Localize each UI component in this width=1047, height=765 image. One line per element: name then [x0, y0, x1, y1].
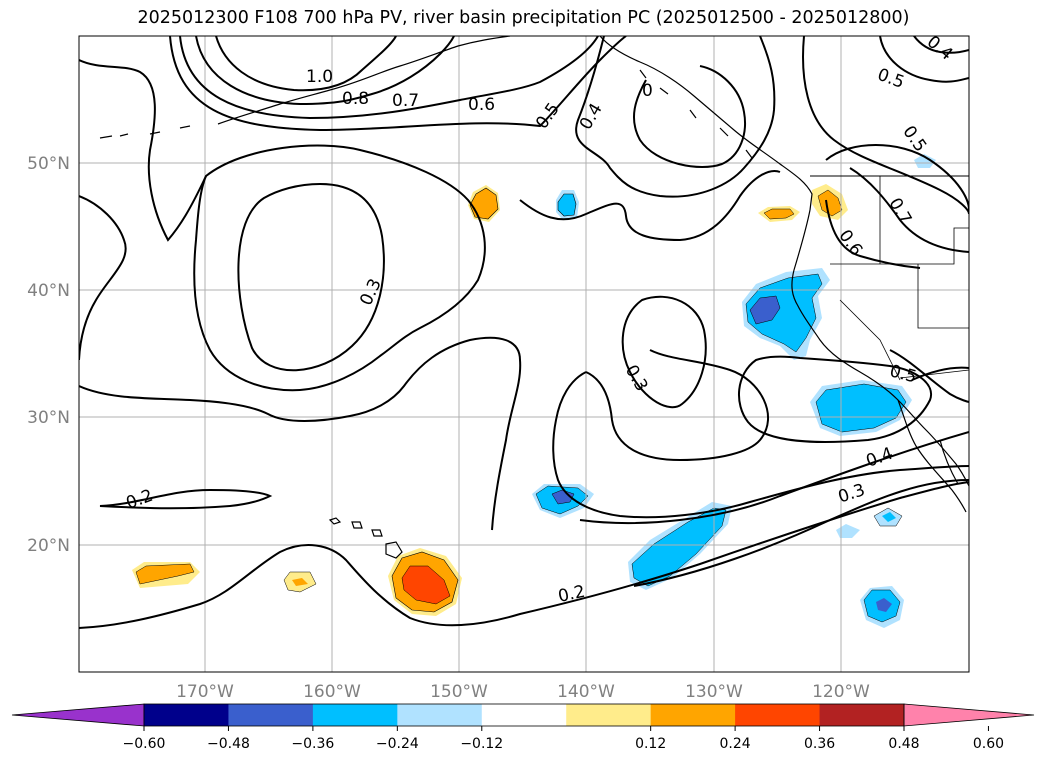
colorbar-tick-labels: −0.60 −0.48 −0.36 −0.24 −0.12 0.12 0.24 0.36 0.4…: [123, 726, 1004, 752]
contour-label: 0.7: [392, 91, 419, 111]
contour-label: 1.0: [306, 67, 333, 87]
lon-tick-labels: 170°W 160°W 150°W 140°W 130°W 120°W: [176, 682, 870, 702]
colorbar-extend-max: [903, 703, 1035, 727]
colorbar-segment: [566, 704, 652, 726]
colorbar-segment: [819, 704, 905, 726]
colorbar-tick-label: −0.24: [376, 736, 419, 752]
colorbar-segment: [144, 704, 229, 726]
colorbar-tick-label: 0.12: [635, 736, 666, 752]
contour-label: 0: [642, 81, 653, 101]
colorbar-tick-label: −0.36: [291, 736, 334, 752]
map-plot-area: [79, 36, 969, 672]
lat-tick-label: 40°N: [27, 281, 70, 301]
lat-tick-label: 30°N: [27, 408, 70, 428]
colorbar-segment: [312, 704, 398, 726]
colorbar-tick-label: 0.48: [888, 736, 919, 752]
contour-label: 0.6: [468, 95, 495, 115]
lat-tick-labels: 50°N 40°N 30°N 20°N: [27, 154, 70, 556]
precipitation-shading: [132, 154, 936, 628]
colorbar-tick-label: −0.60: [123, 736, 166, 752]
map-frame: [78, 35, 970, 673]
colorbar: [11, 703, 1035, 727]
colorbar-outline: [143, 703, 905, 727]
colorbar-extend-min: [11, 703, 145, 727]
map-title: 2025012300 F108 700 hPa PV, river basin …: [137, 8, 910, 28]
colorbar-tick-label: 0.36: [804, 736, 835, 752]
colorbar-segment: [735, 704, 821, 726]
lon-tick-label: 140°W: [557, 682, 615, 702]
lon-tick-label: 150°W: [430, 682, 488, 702]
lon-tick-label: 130°W: [685, 682, 743, 702]
contour-label: 0.8: [342, 89, 369, 109]
lat-tick-label: 50°N: [27, 154, 70, 174]
lon-tick-label: 160°W: [303, 682, 361, 702]
colorbar-tick-label: 0.60: [973, 736, 1004, 752]
lon-tick-label: 120°W: [812, 682, 870, 702]
colorbar-segment: [650, 704, 736, 726]
coastlines: [99, 36, 969, 559]
colorbar-segment: [228, 704, 314, 726]
colorbar-segment: [481, 704, 567, 726]
colorbar-tick-label: −0.48: [207, 736, 250, 752]
lat-tick-label: 20°N: [27, 536, 70, 556]
colorbar-segment: [397, 704, 483, 726]
colorbar-tick-label: −0.12: [460, 736, 503, 752]
lon-tick-label: 170°W: [176, 682, 234, 702]
colorbar-tick-label: 0.24: [720, 736, 751, 752]
